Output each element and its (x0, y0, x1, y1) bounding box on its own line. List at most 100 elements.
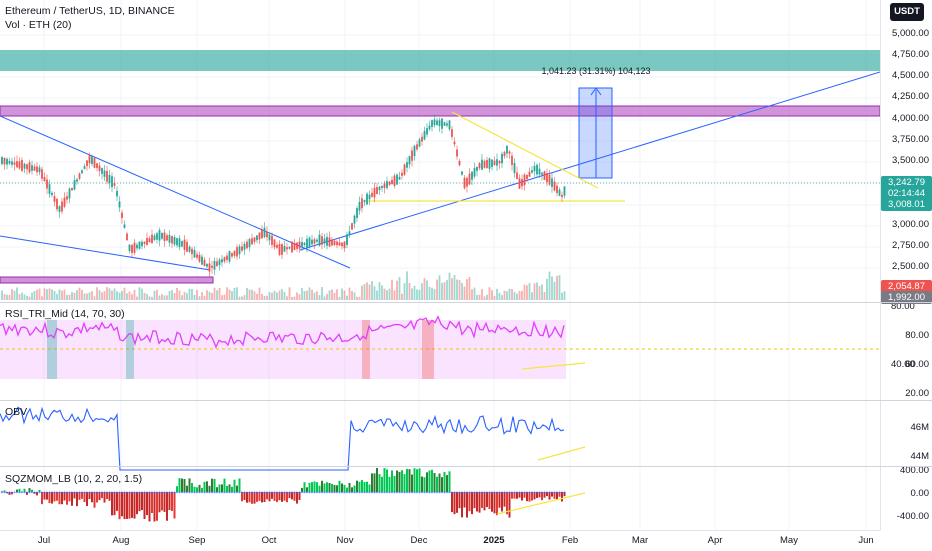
price-tick: 3,500.00 (892, 155, 929, 166)
candle-body (549, 175, 551, 185)
volume-bar (194, 295, 196, 300)
sqz-bar (119, 492, 121, 519)
volume-bar (264, 296, 266, 300)
obv-title[interactable]: OBV (5, 406, 27, 418)
volume-bar (329, 290, 331, 300)
candle-body (319, 235, 321, 246)
volume-bar (419, 290, 421, 300)
volume-bar (111, 291, 113, 300)
candle-body (299, 242, 301, 249)
time-axis[interactable]: Jul Aug Sep Oct Nov Dec 2025 Feb Mar Apr… (0, 530, 880, 551)
volume-bar (46, 289, 48, 300)
volume-bar (561, 293, 563, 300)
candle-body (554, 182, 556, 191)
volume-bar (126, 293, 128, 300)
sqz-bar (414, 468, 416, 492)
candle-body (4, 158, 6, 165)
volume-bar (36, 290, 38, 300)
volume-bar (286, 296, 288, 300)
volume-bar (331, 289, 333, 300)
candle-body (54, 196, 56, 202)
volume-bar (359, 297, 361, 300)
time-tick: Oct (262, 535, 277, 546)
candle-body (209, 264, 211, 272)
candle-body (476, 167, 478, 171)
volume-bar (166, 295, 168, 300)
volume-bar (104, 291, 106, 300)
volume-bar (156, 290, 158, 300)
sqz-title[interactable]: SQZMOM_LB (10, 2, 20, 1.5) (5, 473, 142, 485)
candle-body (349, 231, 351, 234)
volume-bar (189, 289, 191, 300)
candle-body (171, 236, 173, 243)
candle-body (144, 242, 146, 244)
candle-body (86, 160, 88, 166)
volume-bar (211, 293, 213, 300)
candle-body (416, 144, 418, 149)
chart-area[interactable]: 1,041.23 (31.31%) 104,123+++++++++++++++… (0, 0, 880, 530)
rsi-title[interactable]: RSI_TRI_Mid (14, 70, 30) (5, 308, 125, 320)
candle-body (466, 178, 468, 187)
candle-body (411, 150, 413, 160)
volume-bar (254, 291, 256, 300)
candle-body (216, 261, 218, 266)
candle-body (449, 121, 451, 130)
candle-body (34, 167, 36, 171)
volume-bar (164, 295, 166, 300)
sqz-bar (384, 468, 386, 492)
candle-body (344, 242, 346, 249)
candle-body (436, 121, 438, 125)
volume-bar (314, 293, 316, 300)
currency-button[interactable]: USDT (890, 3, 924, 21)
volume-bar (94, 296, 96, 300)
volume-title[interactable]: Vol · ETH (20) (5, 19, 72, 31)
candle-body (359, 202, 361, 211)
volume-bar (291, 297, 293, 300)
volume-bar (544, 292, 546, 300)
volume-bar (549, 272, 551, 300)
volume-bar (486, 295, 488, 300)
sqz-bar (399, 472, 401, 492)
candle-body (306, 239, 308, 248)
sqz-bar (144, 492, 146, 519)
candle-body (366, 194, 368, 205)
volume-bar (381, 285, 383, 300)
sqz-bar (376, 468, 378, 492)
volume-bar (81, 290, 83, 300)
candle-body (149, 238, 151, 242)
volume-bar (479, 295, 481, 300)
price-scale[interactable]: 5,000.00 4,750.00 4,500.00 4,250.00 4,00… (880, 0, 932, 530)
candle-body (556, 186, 558, 193)
support-zone-purple (0, 277, 213, 283)
candle-body (264, 228, 266, 237)
symbol-title[interactable]: Ethereum / TetherUS, 1D, BINANCE (5, 5, 175, 17)
rsi-overbought-zone (422, 320, 434, 379)
pane-separator[interactable] (0, 302, 932, 303)
chart-canvas[interactable]: 1,041.23 (31.31%) 104,123+++++++++++++++… (0, 0, 880, 530)
candle-body (114, 183, 116, 186)
trendline-lower (0, 236, 210, 270)
time-tick: Jul (38, 535, 50, 546)
volume-bar (269, 292, 271, 300)
volume-bar (134, 290, 136, 300)
pane-separator[interactable] (0, 466, 932, 467)
volume-bar (149, 296, 151, 300)
volume-bar (489, 287, 491, 300)
price-tick: 3,750.00 (892, 134, 929, 145)
volume-bar (14, 291, 16, 300)
pane-separator[interactable] (0, 400, 932, 401)
candle-body (316, 240, 318, 242)
candle-body (464, 178, 466, 189)
candle-body (451, 129, 453, 137)
volume-bar (6, 295, 8, 300)
candle-body (474, 168, 476, 177)
supply-zone-teal (0, 50, 880, 71)
sqz-bar (429, 470, 431, 492)
volume-bar (401, 294, 403, 300)
volume-bar (114, 288, 116, 300)
volume-bar (251, 290, 253, 300)
volume-bar (131, 294, 133, 300)
volume-bar (366, 282, 368, 300)
volume-bar (304, 291, 306, 300)
volume-bar (496, 289, 498, 300)
